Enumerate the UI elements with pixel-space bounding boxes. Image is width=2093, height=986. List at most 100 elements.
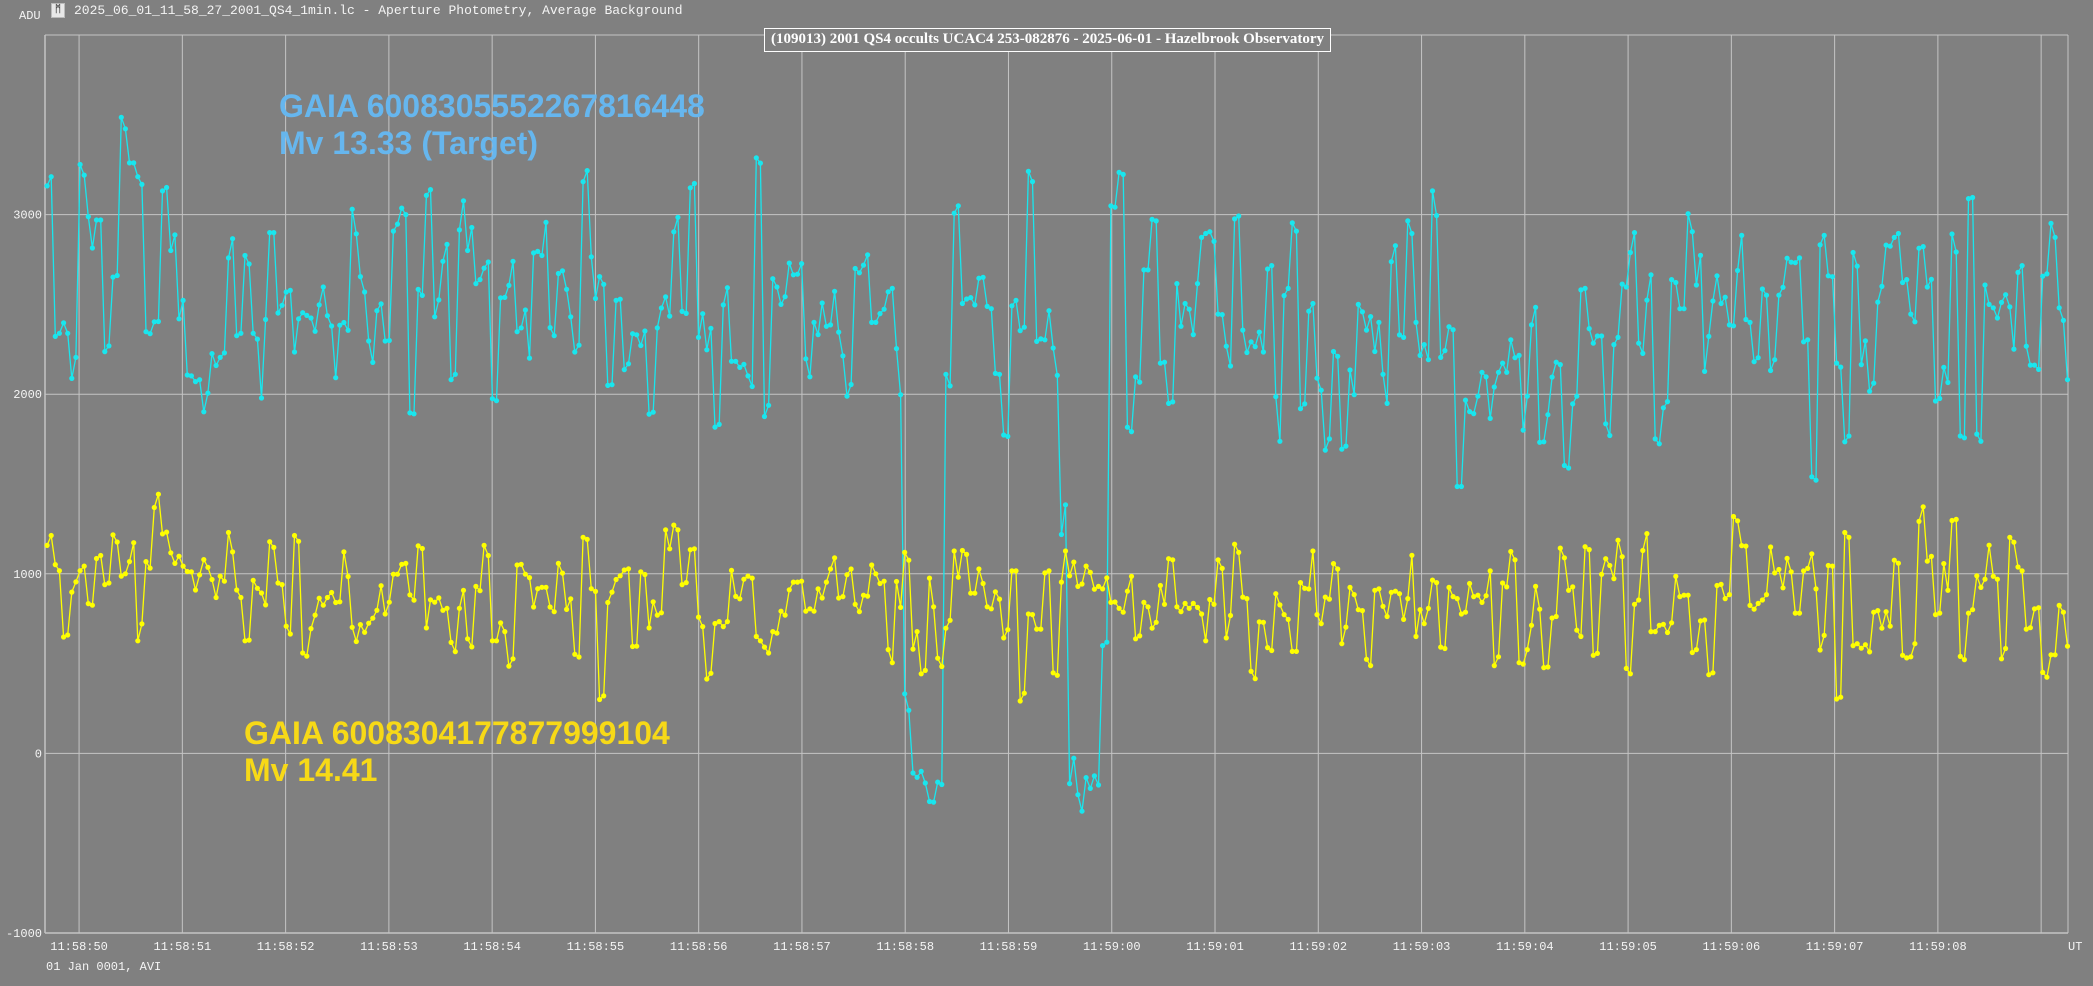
data-point bbox=[2056, 602, 2062, 609]
data-point bbox=[889, 285, 895, 291]
data-point bbox=[230, 236, 236, 242]
data-point bbox=[1413, 319, 1419, 325]
data-point bbox=[324, 594, 330, 601]
data-point bbox=[1858, 362, 1864, 368]
data-point bbox=[440, 607, 446, 613]
data-point bbox=[1062, 548, 1069, 554]
y-tick-label: 1000 bbox=[13, 568, 42, 582]
data-point bbox=[1718, 300, 1724, 307]
data-point bbox=[1706, 333, 1712, 339]
data-point bbox=[869, 319, 875, 325]
data-point bbox=[1776, 566, 1782, 573]
data-point bbox=[691, 180, 698, 187]
data-point bbox=[1314, 612, 1320, 618]
data-point bbox=[1854, 263, 1860, 269]
data-point bbox=[947, 617, 953, 623]
data-point bbox=[423, 625, 429, 631]
data-point bbox=[1302, 585, 1308, 591]
data-point bbox=[394, 221, 401, 227]
data-point bbox=[304, 312, 310, 318]
data-point bbox=[52, 562, 58, 568]
data-point bbox=[1050, 345, 1056, 351]
data-point bbox=[1867, 388, 1873, 394]
data-point bbox=[279, 582, 285, 588]
data-point bbox=[856, 270, 863, 276]
data-point bbox=[126, 559, 133, 565]
data-point bbox=[102, 582, 108, 588]
data-point bbox=[1768, 544, 1774, 550]
data-point bbox=[955, 203, 961, 209]
data-point bbox=[1182, 300, 1188, 307]
data-point bbox=[1594, 333, 1600, 339]
data-point bbox=[683, 580, 689, 586]
data-point bbox=[2015, 269, 2021, 275]
data-point bbox=[898, 604, 904, 611]
data-point bbox=[1681, 592, 1687, 598]
data-point bbox=[1087, 785, 1093, 792]
data-point bbox=[766, 650, 772, 656]
data-point bbox=[1908, 654, 1914, 660]
data-point bbox=[164, 184, 170, 191]
data-point bbox=[1009, 303, 1015, 309]
data-point bbox=[914, 774, 920, 780]
data-point bbox=[609, 589, 615, 595]
x-tick-label: 11:59:03 bbox=[1393, 940, 1451, 954]
data-point bbox=[827, 566, 834, 572]
data-point bbox=[1409, 230, 1415, 237]
data-point bbox=[1916, 245, 1922, 251]
data-point bbox=[1335, 566, 1341, 572]
data-point bbox=[869, 562, 875, 568]
data-point bbox=[658, 305, 665, 311]
data-point bbox=[1693, 647, 1699, 653]
data-point bbox=[1615, 537, 1621, 543]
data-point bbox=[1046, 308, 1052, 314]
data-point bbox=[761, 644, 768, 650]
data-point bbox=[1850, 643, 1856, 649]
data-point bbox=[1174, 281, 1180, 287]
data-point bbox=[625, 566, 632, 572]
data-point bbox=[1965, 610, 1972, 616]
data-point bbox=[1281, 293, 1287, 299]
data-point bbox=[1735, 518, 1741, 524]
data-point bbox=[1190, 600, 1196, 607]
data-point bbox=[180, 297, 186, 303]
data-point bbox=[427, 597, 434, 603]
data-point bbox=[728, 567, 735, 574]
data-point bbox=[551, 333, 557, 339]
data-point bbox=[617, 296, 623, 302]
data-point bbox=[1541, 439, 1547, 445]
data-point bbox=[1252, 344, 1258, 350]
data-point bbox=[415, 543, 421, 549]
date-source-label: 01 Jan 0001, AVI bbox=[46, 960, 162, 974]
data-point bbox=[708, 670, 714, 676]
data-point bbox=[646, 625, 652, 631]
data-point bbox=[1553, 359, 1559, 365]
data-point bbox=[514, 329, 520, 335]
data-point bbox=[213, 362, 219, 369]
data-point bbox=[1149, 216, 1155, 222]
data-point bbox=[551, 609, 557, 615]
tick-labels: -1000 0 1000 2000 3000 11:58:50 11:58:51 11:58:… bbox=[6, 209, 1967, 954]
data-point bbox=[935, 779, 941, 785]
data-point bbox=[345, 573, 351, 580]
data-point bbox=[1442, 645, 1448, 652]
data-point bbox=[81, 172, 87, 178]
data-point bbox=[555, 270, 562, 277]
data-point bbox=[605, 382, 611, 388]
data-point bbox=[2003, 645, 2009, 652]
data-point bbox=[1368, 314, 1374, 320]
data-point bbox=[840, 353, 846, 359]
data-point bbox=[1306, 586, 1312, 592]
data-point bbox=[1396, 332, 1403, 338]
data-point bbox=[1561, 555, 1567, 561]
data-point bbox=[172, 232, 178, 238]
data-point bbox=[436, 297, 442, 303]
x-tick-label: 11:58:55 bbox=[567, 940, 625, 954]
data-point bbox=[1248, 668, 1254, 674]
data-point bbox=[1689, 649, 1695, 656]
data-point bbox=[403, 212, 409, 218]
data-point bbox=[522, 307, 529, 313]
data-point bbox=[1166, 400, 1172, 406]
data-point bbox=[931, 799, 937, 805]
data-point bbox=[1545, 412, 1551, 418]
